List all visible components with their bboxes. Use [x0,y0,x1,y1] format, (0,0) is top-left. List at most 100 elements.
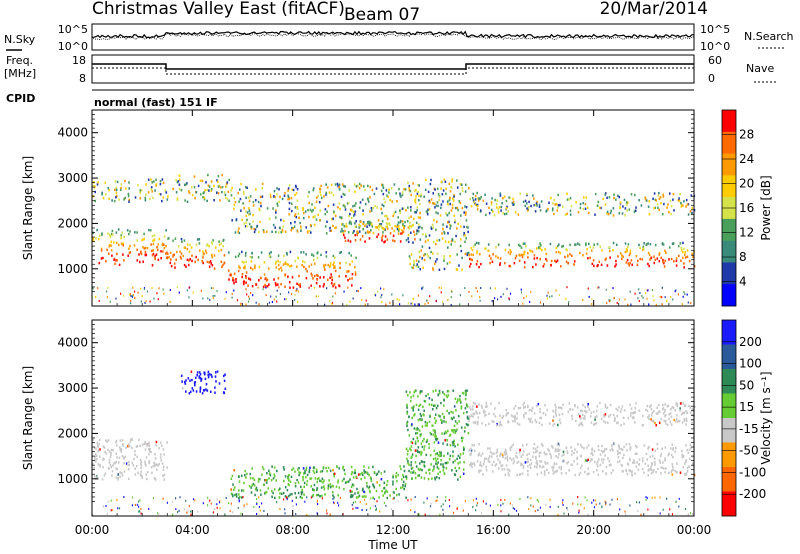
velocity-cell [182,387,184,390]
velocity-cell [99,465,101,468]
velocity-cell [590,457,592,461]
power-cell [100,257,103,260]
velocity-cell [414,449,417,452]
power-cell [303,211,305,215]
power-cell [334,269,337,273]
velocity-cell [291,499,293,502]
velocity-cell [466,417,469,420]
power-cell [186,200,189,203]
velocity-cell [105,439,107,442]
velocity-cell [617,444,620,447]
power-cell [293,225,296,228]
power-cell [465,206,468,209]
power-cell [436,258,438,261]
power-cell [634,193,636,197]
velocity-cell [584,496,586,499]
velocity-cell [529,420,531,423]
velocity-cell [299,495,302,499]
power-cell [133,244,136,247]
power-cell [346,225,348,228]
velocity-cell [611,498,613,501]
velocity-cell [335,485,338,488]
velocity-cell [235,495,238,498]
power-cell [616,301,618,304]
power-cell [381,294,383,296]
velocity-cell [565,446,568,449]
power-cell [268,252,271,255]
velocity-cell [225,497,227,499]
velocity-cell [155,440,158,444]
power-cell [326,220,328,223]
power-cell [218,249,220,253]
power-cell [414,198,417,201]
power-cell [279,293,281,295]
power-cell [227,190,230,193]
power-cell [287,275,289,278]
power-cell [320,193,322,197]
power-cell [367,200,370,203]
power-cell [343,290,345,293]
velocity-cell [604,403,607,406]
power-cell [199,193,202,196]
velocity-cell [502,415,505,418]
power-cell [464,234,466,237]
velocity-cell [593,450,596,453]
power-cell [465,211,467,214]
velocity-cell [115,476,118,479]
power-cell [449,227,451,230]
power-cell [457,208,459,212]
power-cell [185,183,187,186]
power-cell [413,211,416,214]
power-cell [499,262,502,265]
power-cell [627,201,629,204]
power-cell [186,258,189,261]
power-cell [129,244,131,248]
velocity-cell [629,469,631,472]
power-cell [596,243,599,246]
power-cell [151,254,154,257]
velocity-cell [112,449,114,452]
velocity-cell [372,483,374,486]
power-cell [577,211,580,214]
power-cell [372,206,374,210]
velocity-cell [488,412,490,415]
velocity-cell [440,401,442,405]
power-cell [369,185,371,189]
velocity-cell [148,461,150,465]
power-cell [110,249,113,252]
velocity-cell [636,501,638,504]
power-cell [518,253,520,257]
power-cell [208,185,211,188]
power-cell [268,283,270,286]
power-cell [111,233,114,236]
velocity-cell [443,393,446,396]
velocity-cell [464,500,466,502]
power-cell [471,196,474,200]
power-cell [664,259,667,263]
power-cell [303,216,305,220]
power-cell [127,192,130,196]
velocity-cell [410,509,412,512]
velocity-cell [658,421,661,424]
power-cell [353,183,356,186]
power-cell [664,249,666,252]
power-cell [585,242,587,245]
power-cell [438,198,441,202]
power-cell [432,252,434,255]
power-cell [408,227,411,230]
velocity-cell [125,462,128,465]
power-cell [443,232,446,235]
velocity-cell [412,471,414,474]
power-cell [410,193,412,197]
power-cell [290,197,293,200]
velocity-cell [157,464,159,467]
velocity-cell [99,463,101,467]
power-cell [278,268,280,271]
velocity-cell [392,474,394,477]
power-cell [276,202,278,205]
power-cell [338,183,341,186]
power-cell [248,209,251,212]
power-cell [230,274,233,277]
power-panel-frame [91,109,695,307]
power-cell [526,202,528,205]
